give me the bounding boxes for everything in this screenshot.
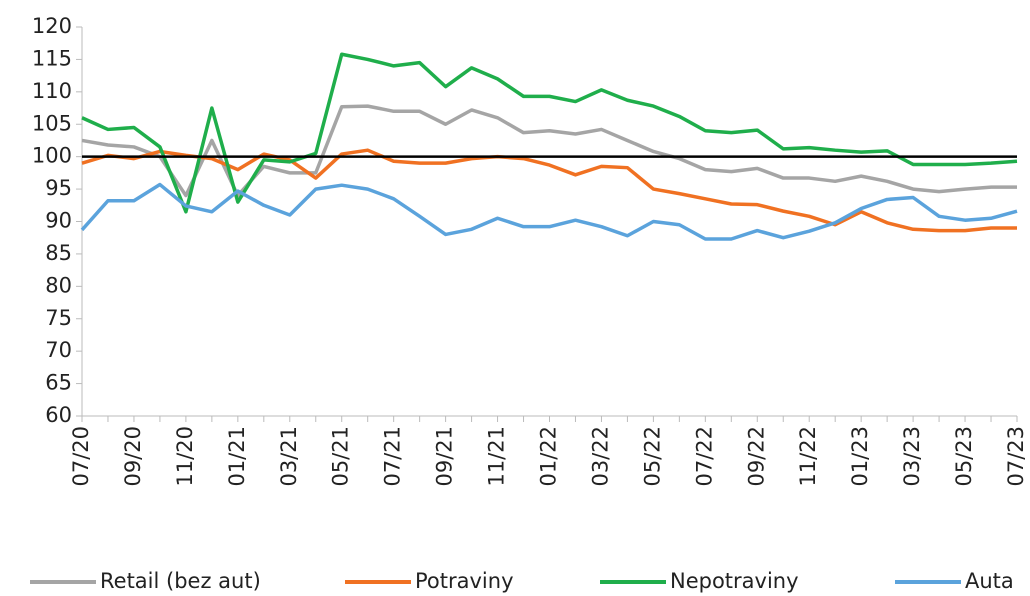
- x-tick-label: 05/23: [952, 426, 976, 487]
- x-tick-label: 09/22: [744, 426, 768, 487]
- x-tick-label: 05/22: [640, 426, 664, 487]
- x-tick-label: 03/22: [588, 426, 612, 487]
- legend-label: Potraviny: [415, 569, 514, 593]
- y-tick-label: 75: [45, 306, 72, 330]
- y-tick-label: 110: [32, 79, 72, 103]
- x-tick-label: 01/22: [537, 426, 561, 487]
- x-tick-label: 07/20: [69, 426, 93, 487]
- y-tick-label: 80: [45, 273, 72, 297]
- x-tick-label: 05/21: [329, 426, 353, 487]
- series-line: [80, 182, 1018, 241]
- x-tick-label: 09/21: [433, 426, 457, 487]
- y-tick-label: 90: [45, 209, 72, 233]
- x-tick-label: 11/21: [485, 426, 509, 487]
- y-tick-label: 100: [32, 144, 72, 168]
- y-tick-label: 70: [45, 338, 72, 362]
- x-tick-label: 01/21: [225, 426, 249, 487]
- y-tick-label: 115: [32, 46, 72, 70]
- legend-label: Auta: [965, 569, 1014, 593]
- y-tick-label: 65: [45, 371, 72, 395]
- x-tick-label: 07/21: [381, 426, 405, 487]
- x-tick-label: 03/21: [277, 426, 301, 487]
- y-tick-label: 120: [32, 14, 72, 38]
- legend-label: Nepotraviny: [670, 569, 799, 593]
- x-tick-label: 09/20: [121, 426, 145, 487]
- legend-label: Retail (bez aut): [100, 569, 261, 593]
- y-tick-label: 85: [45, 241, 72, 265]
- x-tick-label: 07/23: [1004, 426, 1028, 487]
- series-line: [81, 52, 1018, 214]
- x-tick-label: 11/22: [796, 426, 820, 487]
- x-tick-label: 11/20: [173, 426, 197, 487]
- y-tick-label: 60: [45, 403, 72, 427]
- x-tick-label: 07/22: [692, 426, 716, 487]
- y-tick-label: 105: [32, 111, 72, 135]
- x-tick-label: 03/23: [900, 426, 924, 487]
- series-line: [81, 148, 1017, 233]
- y-tick-label: 95: [45, 176, 72, 200]
- x-tick-label: 01/23: [848, 426, 872, 487]
